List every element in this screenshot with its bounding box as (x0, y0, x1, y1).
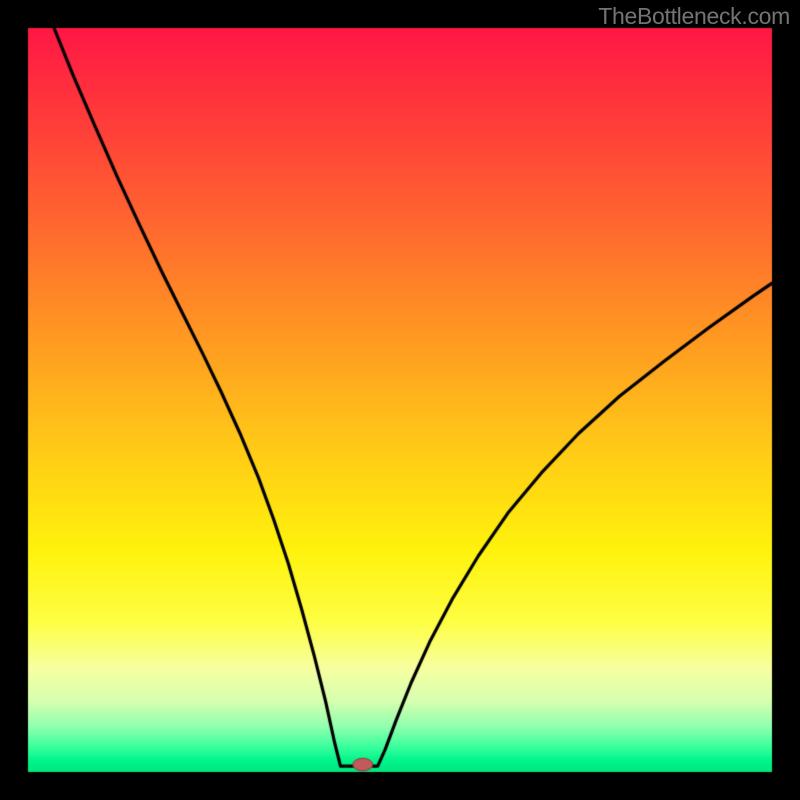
bottleneck-chart-canvas (0, 0, 800, 800)
